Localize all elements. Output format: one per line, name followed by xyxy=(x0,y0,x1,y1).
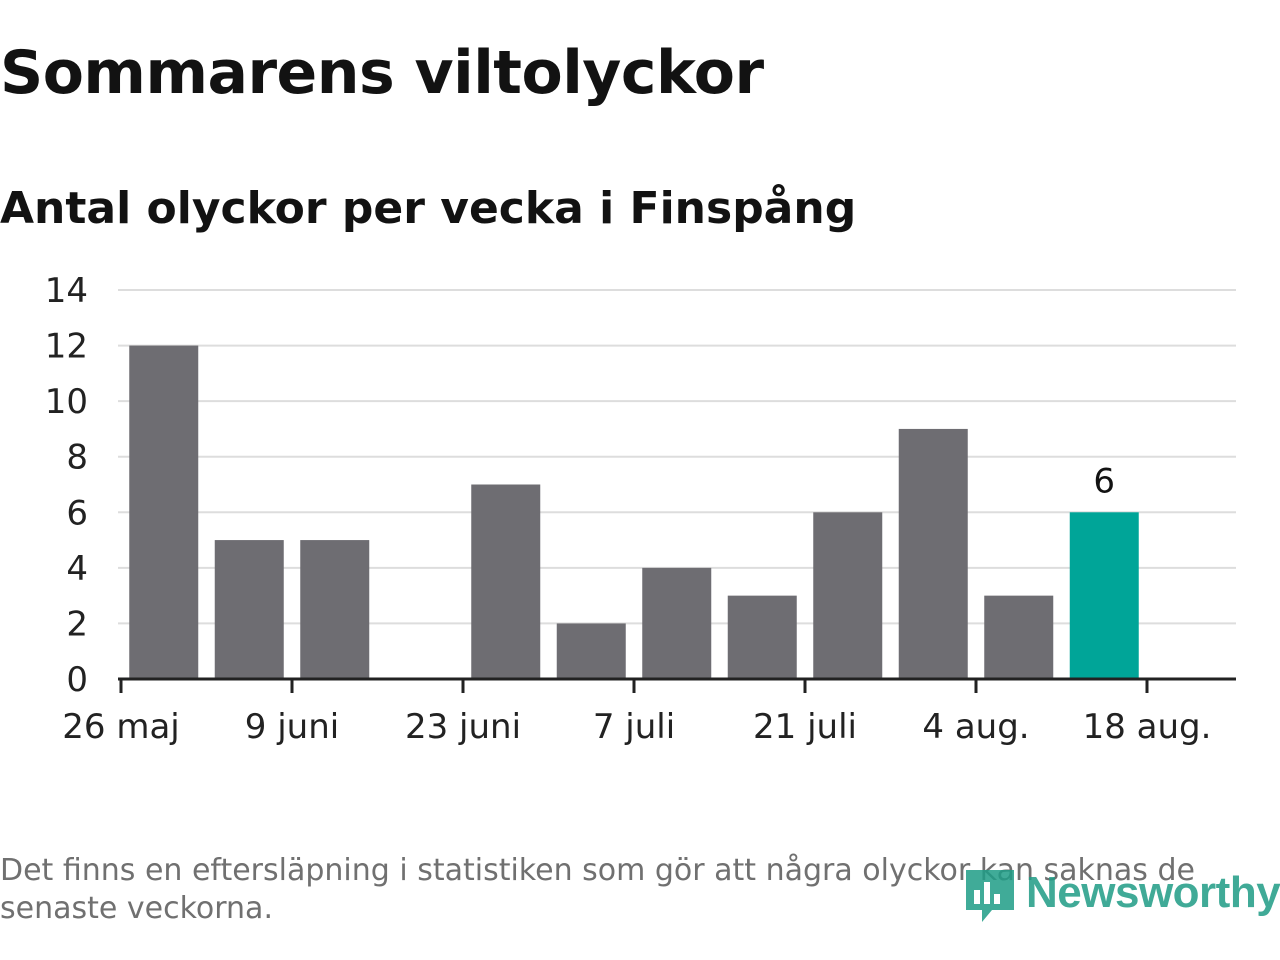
chart-title: Sommarens viltolyckor xyxy=(0,38,764,108)
bar xyxy=(300,540,370,679)
y-tick-label: 4 xyxy=(66,549,88,589)
x-tick-label: 21 juli xyxy=(753,707,857,747)
x-tick-label: 26 maj xyxy=(62,707,179,747)
y-axis-ticks: 0 2 4 6 8 10 12 14 xyxy=(45,271,88,700)
bar xyxy=(642,567,712,679)
newsworthy-logo: Newsworthy xyxy=(962,858,1280,928)
x-tick-label: 9 juni xyxy=(245,707,339,747)
x-tick-label: 7 juli xyxy=(593,707,675,747)
data-label: 6 xyxy=(1093,461,1115,501)
bar xyxy=(813,512,883,679)
bar-highlight xyxy=(1069,512,1139,679)
y-tick-label: 10 xyxy=(45,382,88,422)
bar-chart: 0 2 4 6 8 10 12 14 26 maj 9 juni 23 juni 7 juli 21 … xyxy=(45,271,1236,747)
bar xyxy=(984,595,1054,679)
bar xyxy=(898,428,968,679)
bar xyxy=(214,540,284,679)
x-tick-label: 23 juni xyxy=(405,707,521,747)
x-tick-label: 4 aug. xyxy=(922,707,1029,747)
logo-text: Newsworthy xyxy=(1026,868,1280,917)
x-tick-label: 18 aug. xyxy=(1083,707,1212,747)
y-tick-label: 12 xyxy=(45,327,88,367)
x-axis: 26 maj 9 juni 23 juni 7 juli 21 juli 4 aug. 18… xyxy=(62,677,1236,747)
bar xyxy=(556,623,626,679)
y-tick-label: 2 xyxy=(66,604,88,644)
y-tick-label: 0 xyxy=(66,660,88,700)
bar xyxy=(129,345,199,679)
value-labels: 6 xyxy=(1093,461,1115,501)
bar xyxy=(727,595,797,679)
newsworthy-logo-icon xyxy=(966,870,1014,922)
bar xyxy=(471,484,541,679)
bars xyxy=(129,345,1139,679)
chart-subtitle: Antal olyckor per vecka i Finspång xyxy=(0,183,857,234)
y-tick-label: 8 xyxy=(66,438,88,478)
y-tick-label: 14 xyxy=(45,271,88,311)
y-tick-label: 6 xyxy=(66,493,88,533)
